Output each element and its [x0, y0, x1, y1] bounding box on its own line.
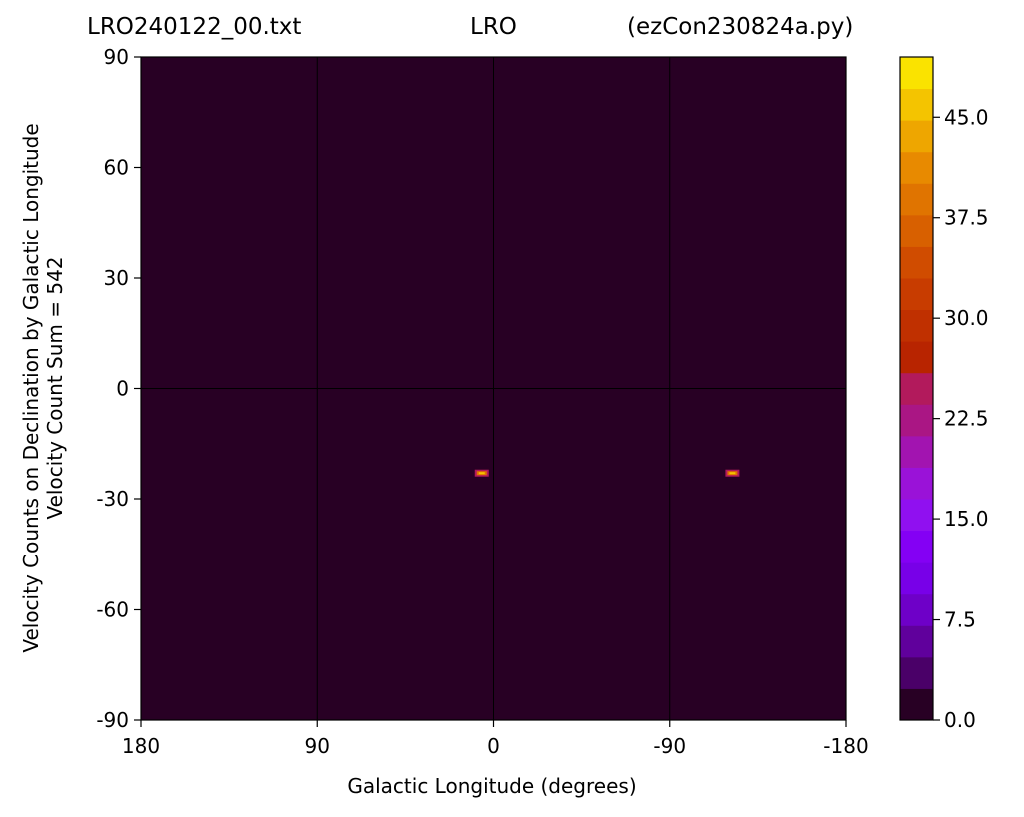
- x-tick-label: -90: [653, 734, 686, 758]
- colorbar-tick-label: 15.0: [944, 507, 989, 531]
- x-tick-label: 0: [487, 734, 500, 758]
- x-axis: 180 90 0 -90 -180: [122, 720, 869, 758]
- colorbar-segment: [900, 88, 933, 121]
- heatmap-hotspot: [725, 469, 740, 477]
- y-tick-label: 30: [104, 266, 129, 290]
- colorbar-tick-label: 37.5: [944, 206, 989, 230]
- colorbar-segment: [900, 530, 933, 563]
- colorbar-tick-label: 7.5: [944, 608, 976, 632]
- x-tick-label: 180: [122, 734, 160, 758]
- colorbar-segment: [900, 309, 933, 342]
- colorbar-segment: [900, 404, 933, 437]
- y-tick-label: 0: [116, 377, 129, 401]
- colorbar-segment: [900, 341, 933, 374]
- y-axis-label-line-1: Velocity Counts on Declination by Galact…: [19, 123, 43, 652]
- colorbar-tick-label: 22.5: [944, 407, 989, 431]
- colorbar-segment: [900, 499, 933, 532]
- y-tick-label: 60: [104, 156, 129, 180]
- colorbar-frame: [899, 56, 934, 721]
- chart-title-script: (ezCon230824a.py): [627, 14, 854, 40]
- hotspot-core: [478, 472, 485, 475]
- colorbar-tick-label: 45.0: [944, 105, 989, 129]
- x-axis-label: Galactic Longitude (degrees): [347, 774, 636, 798]
- colorbar-segment: [900, 562, 933, 595]
- hotspot-core: [729, 472, 736, 475]
- y-tick-label: -60: [96, 598, 129, 622]
- colorbar-segment: [900, 278, 933, 311]
- colorbar-tick-label: 30.0: [944, 306, 989, 330]
- colorbar-segment: [900, 57, 933, 90]
- colorbar-segment: [900, 625, 933, 658]
- colorbar-segment: [900, 372, 933, 405]
- colorbar-segment: [900, 688, 933, 721]
- colorbar-segment: [900, 183, 933, 216]
- colorbar-segment: [900, 656, 933, 689]
- colorbar-segment: [900, 467, 933, 500]
- colorbar-segment: [900, 435, 933, 468]
- colorbar-segment: [900, 593, 933, 626]
- y-axis-label-line-2: Velocity Count Sum = 542: [43, 256, 67, 519]
- y-tick-label: -90: [96, 708, 129, 732]
- colorbar-segment: [900, 246, 933, 279]
- y-tick-label: -30: [96, 487, 129, 511]
- plot-area: [140, 56, 847, 721]
- chart-title-filename: LRO240122_00.txt: [87, 14, 302, 40]
- y-axis-label: Velocity Counts on Declination by Galact…: [19, 123, 67, 652]
- colorbar-segment: [900, 214, 933, 247]
- colorbar-segment: [900, 151, 933, 184]
- colorbar-tick-label: 0.0: [944, 708, 976, 732]
- colorbar-segment: [900, 120, 933, 153]
- chart-title-station: LRO: [470, 14, 517, 40]
- x-tick-label: 90: [305, 734, 330, 758]
- colorbar: 0.0 7.5 15.0 22.5 30.0 37.5 45.0: [899, 56, 989, 732]
- y-axis: 90 60 30 0 -30 -60 -90: [96, 45, 141, 732]
- x-tick-label: -180: [823, 734, 868, 758]
- y-tick-label: 90: [104, 45, 129, 69]
- heatmap-hotspot: [474, 469, 489, 477]
